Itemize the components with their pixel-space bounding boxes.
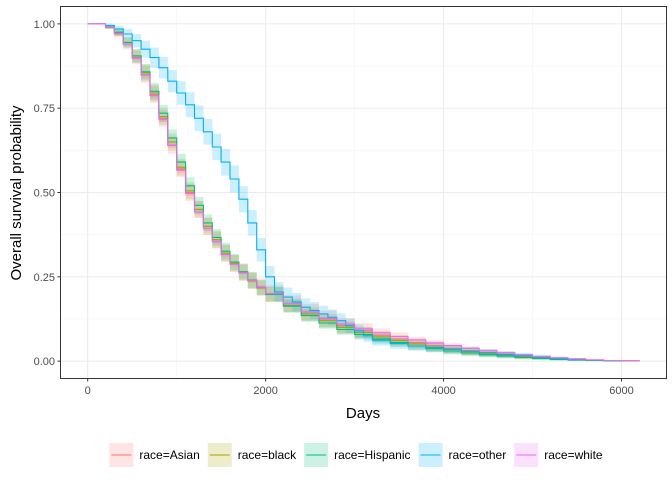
survival-line-race-hispanic <box>87 23 623 362</box>
y-axis-ticks: 0.00 0.25 0.50 0.75 1.00 <box>34 19 61 368</box>
y-tick-label: 0.00 <box>34 356 55 368</box>
x-tick-label: 4000 <box>431 385 455 397</box>
y-tick-label: 0.75 <box>34 103 55 115</box>
y-tick-label: 0.25 <box>34 272 55 284</box>
legend: race=Asian race=black race=Hispanic race=ot… <box>109 443 603 467</box>
x-tick-label: 6000 <box>609 385 633 397</box>
legend-label-race-hispanic: race=Hispanic <box>334 448 410 462</box>
legend-label-race-white: race=white <box>544 448 603 462</box>
y-tick-label: 1.00 <box>34 19 55 31</box>
x-tick-label: 2000 <box>253 385 277 397</box>
grid-lines <box>61 7 666 378</box>
y-axis-title: Overall survival probability <box>8 105 25 281</box>
survival-line-race-other <box>87 23 578 361</box>
survival-line-race-white <box>87 23 640 362</box>
y-tick-label: 0.50 <box>34 188 55 200</box>
legend-label-race-other: race=other <box>449 448 507 462</box>
legend-label-race-asian: race=Asian <box>139 448 199 462</box>
survival-curves <box>87 23 640 362</box>
x-tick-label: 0 <box>85 385 91 397</box>
legend-label-race-black: race=black <box>238 448 297 462</box>
x-axis-title: Days <box>346 405 380 422</box>
x-axis-ticks: 0 2000 4000 6000 <box>85 378 634 397</box>
